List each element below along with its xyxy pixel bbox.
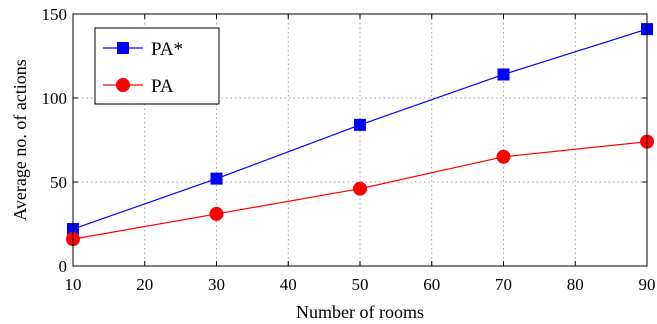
x-tick-label: 40 bbox=[280, 275, 297, 294]
x-tick-label: 10 bbox=[65, 275, 82, 294]
y-tick-label: 50 bbox=[50, 173, 67, 192]
x-tick-label: 90 bbox=[639, 275, 656, 294]
series bbox=[66, 23, 654, 247]
y-tick-label: 150 bbox=[42, 5, 68, 24]
x-tick-label: 50 bbox=[352, 275, 369, 294]
data-point bbox=[209, 206, 224, 221]
legend-marker bbox=[116, 78, 130, 92]
x-tick-label: 70 bbox=[495, 275, 512, 294]
x-tick-label: 20 bbox=[136, 275, 153, 294]
data-point bbox=[210, 172, 223, 185]
legend-entry: PA bbox=[103, 76, 174, 97]
x-tick-label: 30 bbox=[208, 275, 225, 294]
x-axis-label: Number of rooms bbox=[296, 302, 424, 322]
y-tick-label: 0 bbox=[59, 257, 68, 276]
legend-box bbox=[94, 27, 220, 105]
series-pa bbox=[66, 134, 654, 247]
y-axis-label: Average no. of actions bbox=[10, 59, 30, 221]
data-point bbox=[354, 118, 366, 131]
legend-marker bbox=[117, 42, 129, 54]
data-point bbox=[497, 68, 510, 81]
data-point bbox=[353, 181, 367, 196]
x-tick-label: 80 bbox=[567, 275, 584, 294]
legend-entry: PA* bbox=[103, 39, 183, 60]
legend: PA* PA bbox=[94, 27, 220, 105]
y-tick-label: 100 bbox=[42, 89, 68, 108]
tick-labels: 10 20 30 40 50 60 70 80 90 0 50 100 150 bbox=[42, 5, 656, 294]
x-tick-label: 60 bbox=[423, 275, 440, 294]
data-point bbox=[496, 149, 511, 164]
plot-area-frame bbox=[72, 13, 648, 267]
legend-label: PA* bbox=[151, 39, 183, 60]
legend-label: PA bbox=[151, 76, 174, 97]
